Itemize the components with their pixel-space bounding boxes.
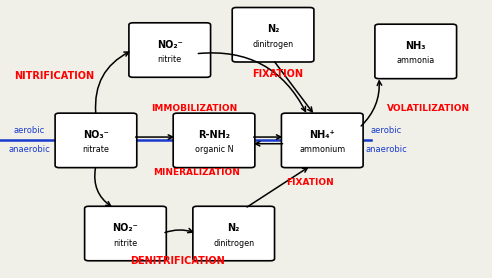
- Text: nitrite: nitrite: [113, 239, 138, 247]
- Text: VOLATILIZATION: VOLATILIZATION: [387, 104, 469, 113]
- Text: ammonia: ammonia: [397, 56, 435, 65]
- FancyBboxPatch shape: [193, 206, 275, 261]
- Text: ammonium: ammonium: [299, 145, 345, 154]
- Text: nitrite: nitrite: [157, 55, 182, 64]
- Text: NITRIFICATION: NITRIFICATION: [14, 71, 94, 81]
- Text: nitrate: nitrate: [83, 145, 109, 154]
- Text: FIXATION: FIXATION: [286, 178, 334, 187]
- FancyBboxPatch shape: [375, 24, 457, 79]
- Text: anaerobic: anaerobic: [366, 145, 407, 154]
- Text: IMMOBILIZATION: IMMOBILIZATION: [151, 104, 238, 113]
- Text: R-NH₂: R-NH₂: [198, 130, 230, 140]
- Text: N₂: N₂: [267, 24, 279, 34]
- FancyBboxPatch shape: [173, 113, 255, 168]
- Text: NH₃: NH₃: [405, 41, 426, 51]
- Text: aerobic: aerobic: [370, 126, 402, 135]
- Text: NO₂⁻: NO₂⁻: [157, 39, 183, 49]
- Text: dinitrogen: dinitrogen: [213, 239, 254, 247]
- Text: DENITRIFICATION: DENITRIFICATION: [130, 256, 224, 266]
- Text: aerobic: aerobic: [14, 126, 45, 135]
- FancyBboxPatch shape: [129, 23, 211, 77]
- Text: dinitrogen: dinitrogen: [252, 40, 294, 49]
- FancyBboxPatch shape: [55, 113, 137, 168]
- FancyBboxPatch shape: [85, 206, 166, 261]
- Text: N₂: N₂: [227, 223, 240, 233]
- FancyBboxPatch shape: [281, 113, 363, 168]
- FancyBboxPatch shape: [232, 8, 314, 62]
- Text: NO₂⁻: NO₂⁻: [113, 223, 138, 233]
- Text: NO₃⁻: NO₃⁻: [83, 130, 109, 140]
- Text: MINERALIZATION: MINERALIZATION: [154, 168, 240, 177]
- Text: anaerobic: anaerobic: [9, 145, 50, 154]
- Text: NH₄⁺: NH₄⁺: [309, 130, 335, 140]
- Text: organic N: organic N: [195, 145, 233, 154]
- Text: FIXATION: FIXATION: [252, 69, 304, 79]
